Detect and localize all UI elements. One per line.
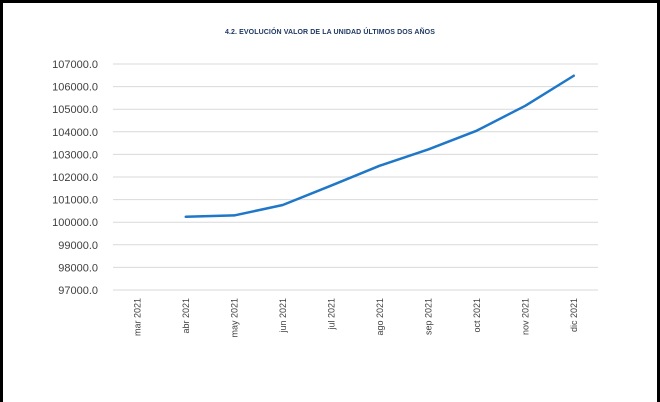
- y-tick-label: 99000.0: [58, 240, 98, 252]
- y-tick-label: 105000.0: [52, 104, 98, 116]
- y-tick-label: 102000.0: [52, 172, 98, 184]
- x-tick-label: jul 2021: [326, 298, 336, 331]
- y-tick-label: 101000.0: [52, 195, 98, 207]
- x-tick-label: abr 2021: [181, 298, 191, 334]
- gridlines: [113, 63, 598, 291]
- x-tick-label: ago 2021: [375, 298, 385, 336]
- y-tick-label: 107000.0: [52, 59, 98, 71]
- y-tick-label: 106000.0: [52, 82, 98, 94]
- x-tick-label: dic 2021: [569, 298, 579, 332]
- x-tick-label: may 2021: [229, 298, 239, 338]
- x-tick-label: mar 2021: [132, 298, 142, 336]
- series-layer: [184, 74, 575, 219]
- series-line: [184, 74, 575, 219]
- chart-title: 4.2. EVOLUCIÓN VALOR DE LA UNIDAD ÚLTIMO…: [225, 29, 435, 36]
- y-tick-label: 100000.0: [52, 217, 98, 229]
- y-axis-ticks: 97000.0 98000.0 99000.0 100000.0 101000.0 102…: [52, 59, 98, 297]
- y-tick-label: 104000.0: [52, 127, 98, 139]
- x-tick-label: oct 2021: [472, 298, 482, 333]
- y-tick-label: 98000.0: [58, 262, 98, 274]
- x-axis-ticks: mar 2021 abr 2021 may 2021 jun 2021 jul 2021…: [132, 298, 579, 338]
- x-tick-label: nov 2021: [520, 298, 530, 335]
- y-tick-label: 103000.0: [52, 149, 98, 161]
- x-tick-label: jun 2021: [278, 298, 288, 334]
- y-tick-label: 97000.0: [58, 285, 98, 297]
- x-tick-label: sep 2021: [423, 298, 433, 335]
